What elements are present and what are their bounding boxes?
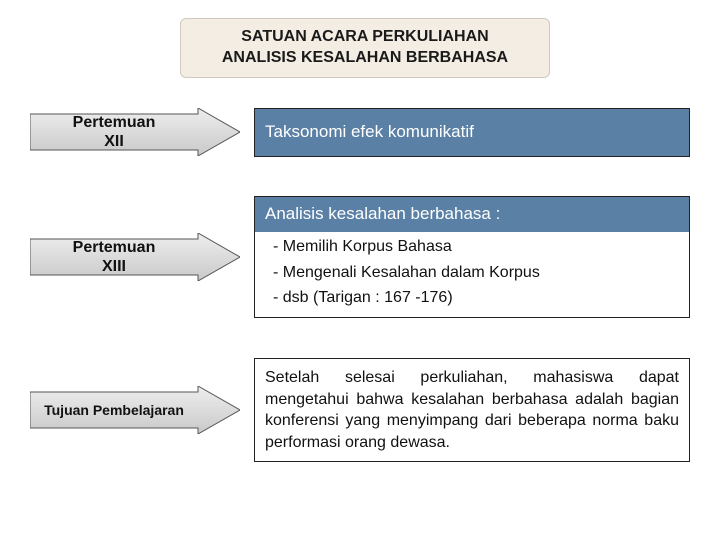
- row-tujuan: Tujuan Pembelajaran Setelah selesai perk…: [30, 358, 690, 462]
- arrow-shape: Pertemuan XII: [30, 108, 240, 156]
- arrow-label-line2: XIII: [102, 258, 126, 275]
- arrow-label-line1: Pertemuan: [73, 114, 156, 131]
- arrow-box: Tujuan Pembelajaran: [30, 358, 240, 462]
- arrow-box: Pertemuan XIII: [30, 196, 240, 318]
- row-pertemuan-xii: Pertemuan XII Taksonomi efek komunikatif: [30, 108, 690, 157]
- arrow-label-line1: Tujuan Pembelajaran: [44, 402, 184, 419]
- arrow-box: Pertemuan XII: [30, 108, 240, 157]
- content-box-xiii: Analisis kesalahan berbahasa : - Memilih…: [254, 196, 690, 318]
- title-line1: SATUAN ACARA PERKULIAHAN: [241, 28, 488, 45]
- arrow-label-line2: XII: [104, 133, 124, 150]
- list-item: - dsb (Tarigan : 167 -176): [265, 287, 679, 309]
- title-line2: ANALISIS KESALAHAN BERBAHASA: [222, 49, 508, 66]
- list-item: - Mengenali Kesalahan dalam Korpus: [265, 262, 679, 284]
- arrow-label-line1: Pertemuan: [73, 239, 156, 256]
- arrow-label: Pertemuan XIII: [30, 233, 198, 281]
- arrow-label: Tujuan Pembelajaran: [30, 386, 198, 434]
- row-pertemuan-xiii: Pertemuan XIII Analisis kesalahan berbah…: [30, 196, 690, 318]
- arrow-shape: Pertemuan XIII: [30, 233, 240, 281]
- arrow-shape: Tujuan Pembelajaran: [30, 386, 240, 434]
- content-header: Analisis kesalahan berbahasa :: [255, 197, 689, 232]
- paragraph-text: Setelah selesai perkuliahan, mahasiswa d…: [265, 369, 679, 451]
- content-box-xii: Taksonomi efek komunikatif: [254, 108, 690, 157]
- content-header: Taksonomi efek komunikatif: [255, 109, 689, 156]
- content-box-tujuan: Setelah selesai perkuliahan, mahasiswa d…: [254, 358, 690, 462]
- arrow-label: Pertemuan XII: [30, 108, 198, 156]
- list-item: - Memilih Korpus Bahasa: [265, 236, 679, 258]
- page-title: SATUAN ACARA PERKULIAHAN ANALISIS KESALA…: [180, 18, 550, 78]
